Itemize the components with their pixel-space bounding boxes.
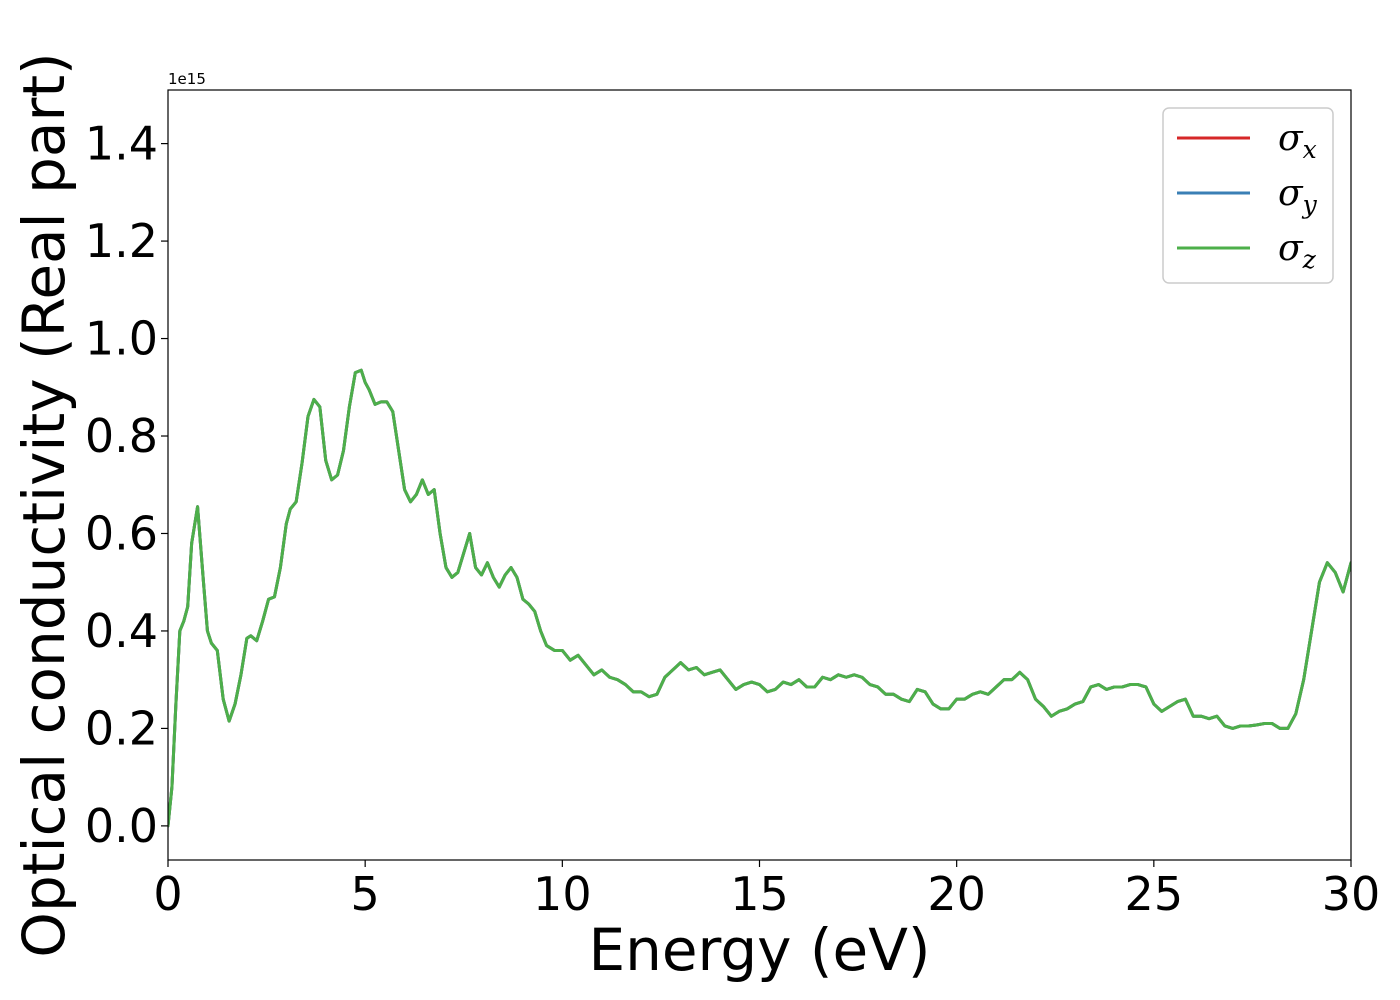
- y-offset-label: 1e15: [168, 70, 206, 88]
- x-tick-label: 20: [927, 867, 986, 921]
- legend-subscript: z: [1302, 245, 1317, 274]
- y-axis-ticks: 0.0 0.2 0.4 0.6 0.8 1.0 1.2 1.4: [85, 117, 168, 853]
- y-tick-label: 1.4: [85, 117, 158, 171]
- legend-label-x: σx: [1278, 118, 1317, 164]
- legend-label-z: σz: [1278, 228, 1317, 274]
- x-axis-ticks: 0 5 10 15 20 25 30: [153, 860, 1380, 921]
- x-tick-label: 15: [730, 867, 789, 921]
- x-tick-label: 30: [1322, 867, 1381, 921]
- legend-symbol: σ: [1278, 228, 1304, 269]
- legend-label-y: σy: [1278, 173, 1318, 219]
- y-tick-label: 0.8: [85, 409, 158, 463]
- y-tick-label: 0.6: [85, 506, 158, 560]
- x-axis-label: Energy (eV): [588, 916, 930, 984]
- x-tick-label: 5: [351, 867, 380, 921]
- x-tick-label: 25: [1125, 867, 1184, 921]
- legend-box: [1162, 107, 1334, 284]
- y-tick-label: 0.4: [85, 604, 158, 658]
- y-tick-label: 1.2: [85, 214, 158, 268]
- x-tick-label: 0: [153, 867, 182, 921]
- x-tick-label: 10: [533, 867, 592, 921]
- legend-symbol: σ: [1278, 173, 1304, 214]
- legend-subscript: y: [1302, 190, 1318, 219]
- y-tick-label: 0.0: [85, 799, 158, 853]
- y-tick-label: 0.2: [85, 701, 158, 755]
- series-layer: [168, 368, 1351, 828]
- legend-subscript: x: [1303, 135, 1317, 164]
- y-axis-label: Optical conductivity (Real part): [10, 52, 78, 957]
- y-tick-label: 1.0: [85, 312, 158, 366]
- series-line-z: [168, 368, 1351, 828]
- legend-symbol: σ: [1278, 118, 1304, 159]
